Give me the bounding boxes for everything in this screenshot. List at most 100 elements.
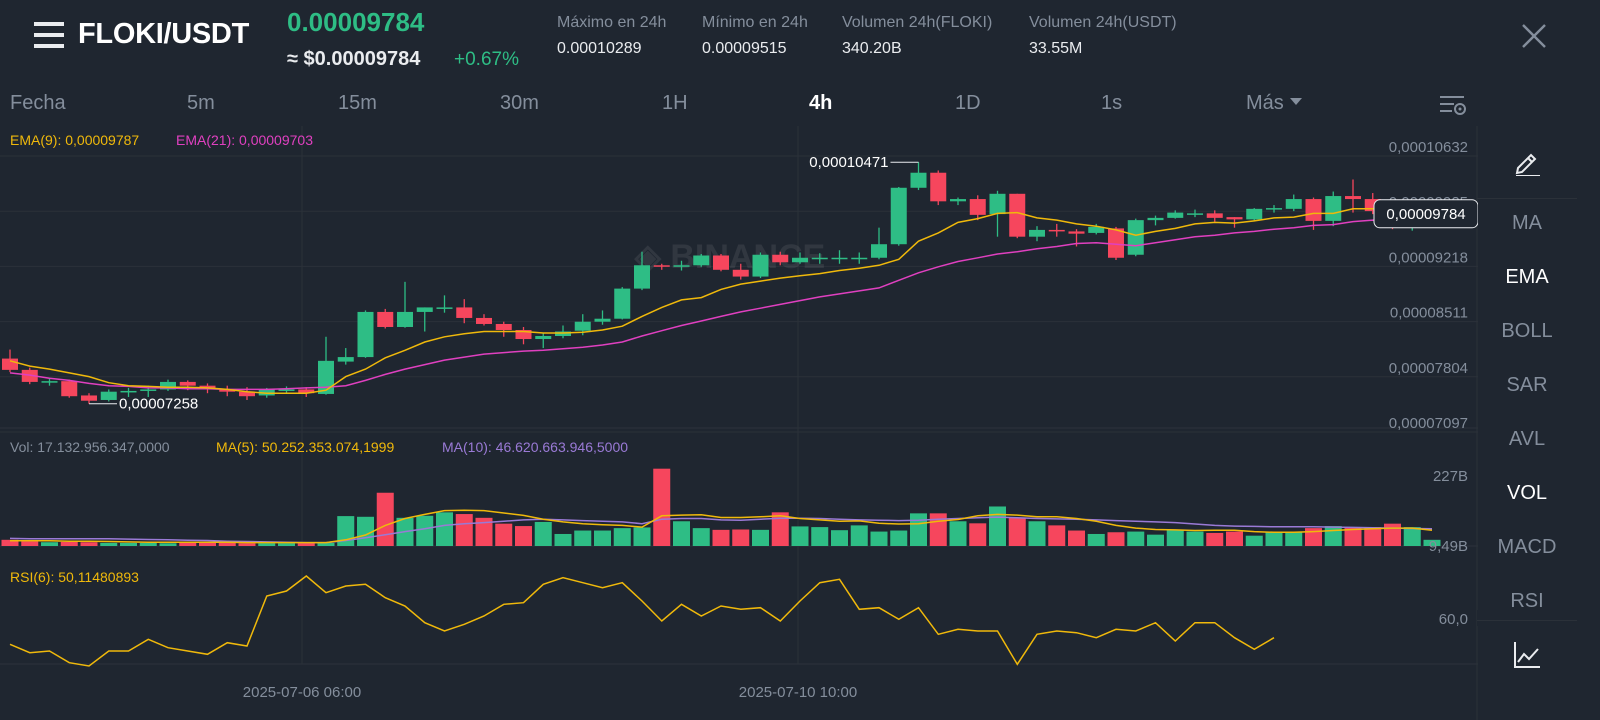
volume-axis-label: 9,49B — [1429, 538, 1468, 555]
volume-bar — [238, 543, 256, 546]
tab-1s[interactable]: 1s — [1101, 92, 1123, 114]
candle — [831, 250, 848, 264]
candle-body — [179, 381, 196, 386]
close-icon[interactable] — [1520, 22, 1548, 50]
current-price-label: 0,00009784 — [1386, 206, 1465, 223]
sidebar-item-rsi[interactable]: RSI — [1510, 590, 1544, 612]
tab-more[interactable]: Más — [1246, 92, 1302, 115]
volume-bar — [1127, 531, 1145, 546]
stat-value: 0.00009515 — [702, 40, 787, 57]
tab-4h[interactable]: 4h — [809, 92, 833, 114]
candle-body — [1088, 226, 1105, 233]
volume-bar — [850, 525, 868, 546]
tab-1d[interactable]: 1D — [955, 92, 981, 114]
candle — [357, 310, 374, 358]
volume-bar — [771, 512, 789, 546]
rsi-axis-label: 60,0 — [1439, 611, 1468, 628]
candle-body — [752, 254, 769, 277]
sidebar-item-boll[interactable]: BOLL — [1501, 320, 1553, 342]
ema9-line — [9, 208, 1433, 394]
candle-body — [1246, 208, 1263, 220]
candle-body — [950, 199, 966, 202]
volume-bar — [1107, 532, 1125, 546]
volume-bar — [811, 527, 829, 546]
volume-bar — [258, 543, 276, 546]
volume-bar — [692, 528, 710, 546]
candle-body — [1187, 213, 1203, 215]
volume-bar — [60, 541, 78, 546]
candle — [1285, 194, 1302, 212]
stat-volume-usdt: Volumen 24h(USDT) 33.55M — [1029, 14, 1177, 58]
price-axis-label: 0,00007804 — [1389, 360, 1468, 377]
price-axis-label: 0,00009218 — [1389, 249, 1468, 266]
candle-body — [100, 391, 117, 400]
candle — [535, 333, 552, 349]
candle — [969, 195, 986, 221]
candle — [476, 314, 492, 326]
stat-label: Mínimo en 24h — [702, 14, 808, 31]
chart-type-icon[interactable] — [1512, 640, 1542, 670]
sidebar-item-sar[interactable]: SAR — [1506, 374, 1548, 396]
candle-body — [713, 255, 729, 270]
candle-body — [653, 265, 670, 267]
candle — [120, 387, 137, 397]
candle-body — [515, 329, 532, 340]
volume-bar — [1226, 531, 1243, 546]
candle-body — [1285, 199, 1302, 209]
candle-body — [732, 269, 749, 277]
candle — [515, 326, 532, 345]
sidebar-item-avl[interactable]: AVL — [1508, 428, 1546, 450]
candle — [397, 281, 413, 328]
candle-body — [337, 357, 354, 362]
tab-5m[interactable]: 5m — [187, 92, 215, 114]
sidebar-item-vol[interactable]: VOL — [1506, 482, 1548, 504]
pencil-icon[interactable] — [1512, 146, 1542, 176]
price-chart[interactable]: ◈ BINANCE 0,000106320,000099250,00009218… — [0, 126, 1478, 720]
candle — [337, 348, 354, 365]
candle-body — [831, 257, 848, 260]
candle-body — [772, 254, 789, 263]
sidebar-item-ma[interactable]: MA — [1512, 212, 1542, 234]
candle — [772, 251, 789, 266]
chart-settings-icon[interactable] — [1438, 92, 1468, 118]
candle-body — [2, 358, 18, 370]
volume-bar — [436, 512, 453, 546]
candle — [1127, 218, 1144, 257]
sidebar-item-macd[interactable]: MACD — [1497, 536, 1557, 558]
volume-bar — [613, 528, 631, 546]
volume-bar — [455, 514, 473, 546]
tab-fecha[interactable]: Fecha — [10, 92, 66, 114]
tab-1h[interactable]: 1H — [662, 92, 688, 114]
sidebar-item-ema[interactable]: EMA — [1505, 266, 1549, 288]
volume-bar — [831, 530, 848, 546]
volume-bar — [1384, 523, 1401, 546]
candle — [416, 307, 433, 332]
candle-body — [555, 331, 571, 337]
volume-bar — [752, 529, 769, 546]
menu-icon[interactable] — [34, 21, 64, 49]
candle-body — [239, 391, 255, 397]
candle-body — [81, 395, 97, 401]
rsi-polyline — [9, 575, 1275, 667]
stat-label: Máximo en 24h — [557, 14, 667, 31]
candle — [436, 295, 453, 313]
volume-bar — [1, 539, 19, 546]
sidebar-divider — [1477, 198, 1577, 199]
volume-bar — [1364, 527, 1382, 546]
candle — [713, 253, 729, 272]
price-axis-label: 0,00007097 — [1389, 415, 1468, 432]
candle — [930, 170, 947, 206]
candle — [693, 253, 710, 267]
tab-15m[interactable]: 15m — [338, 92, 377, 114]
volume-bar — [534, 521, 552, 546]
ema21-label: EMA(21): 0,00009703 — [176, 132, 313, 148]
candle-body — [535, 336, 552, 340]
candle — [792, 252, 808, 264]
candle-body — [456, 307, 473, 318]
candle — [1325, 191, 1342, 227]
candle-body — [851, 257, 868, 260]
tab-30m[interactable]: 30m — [500, 92, 539, 114]
trading-pair[interactable]: FLOKI/USDT — [78, 18, 249, 50]
volume-bar — [1344, 527, 1362, 546]
candle — [41, 378, 58, 386]
